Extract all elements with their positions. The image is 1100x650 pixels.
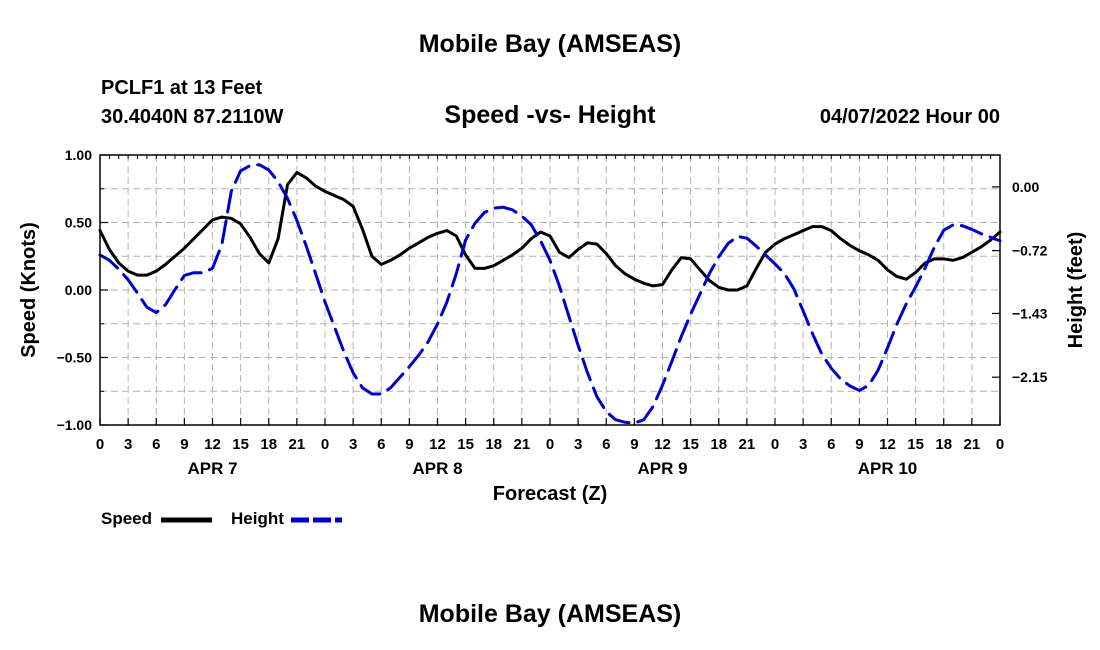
x-tick-label: 15 (232, 436, 249, 453)
chart-subtitle: Speed -vs- Height (444, 101, 656, 129)
y2-tick-label: 0.00 (1012, 179, 1039, 195)
x-date-label: APR 10 (858, 459, 918, 478)
x-tick-label: 0 (771, 436, 779, 453)
x-tick-label: 9 (855, 436, 863, 453)
x-tick-label: 6 (827, 436, 835, 453)
legend-height-label: Height (231, 509, 284, 528)
x-tick-label: 21 (289, 436, 306, 453)
series-line-speed (98, 171, 1002, 292)
x-tick-label: 12 (879, 436, 896, 453)
x-tick-label: 9 (405, 436, 413, 453)
x-tick-label: 0 (546, 436, 554, 453)
forecast-datetime: 04/07/2022 Hour 00 (819, 106, 1000, 128)
x-tick-label: 15 (907, 436, 924, 453)
x-date-label: APR 9 (637, 459, 687, 478)
y-tick-label: −0.50 (57, 350, 93, 366)
x-tick-label: 3 (799, 436, 807, 453)
chart-title: Mobile Bay (AMSEAS) (418, 30, 682, 58)
y2-tick-label: −2.15 (1012, 369, 1048, 385)
x-tick-label: 12 (654, 436, 671, 453)
x-date-label: APR 8 (412, 459, 462, 478)
x-tick-label: 12 (429, 436, 446, 453)
x-tick-label: 6 (377, 436, 385, 453)
series-layer (98, 163, 1002, 425)
y2-tick-label: −0.72 (1012, 243, 1048, 259)
y-tick-label: −1.00 (57, 417, 93, 433)
legend-speed-label: Speed (101, 509, 153, 528)
x-tick-label: 18 (710, 436, 727, 453)
x-tick-label: 18 (935, 436, 952, 453)
x-tick-label: 21 (739, 436, 756, 453)
x-tick-label: 0 (321, 436, 329, 453)
x-tick-label: 9 (630, 436, 638, 453)
y-tick-label: 1.00 (65, 147, 92, 163)
station-label: PCLF1 at 13 Feet (101, 77, 263, 99)
x-tick-label: 12 (204, 436, 221, 453)
y-tick-label: 0.00 (65, 282, 92, 298)
axis-labels: 0 3 6 9 12 15 18 21 0 3 6 9 12 15 18 21 0 3 6 9 12 15 18 21 0 3 6 9… (18, 147, 1087, 505)
x-date-label: APR 7 (187, 459, 237, 478)
x-tick-label: 21 (964, 436, 981, 453)
x-tick-label: 18 (260, 436, 277, 453)
y-axis-title: Speed (Knots) (18, 222, 40, 358)
x-tick-label: 21 (514, 436, 531, 453)
footer-title: Mobile Bay (AMSEAS) (418, 600, 682, 628)
x-tick-label: 0 (996, 436, 1004, 453)
grid (100, 155, 1000, 425)
station-coordinates: 30.4040N 87.2110W (101, 106, 284, 128)
x-tick-label: 6 (602, 436, 610, 453)
x-tick-label: 15 (682, 436, 699, 453)
y2-tick-label: −1.43 (1012, 305, 1048, 321)
x-tick-label: 0 (96, 436, 104, 453)
x-tick-label: 6 (152, 436, 160, 453)
x-tick-label: 18 (485, 436, 502, 453)
y2-axis-title: Height (feet) (1065, 232, 1087, 349)
series-line-height (98, 163, 1002, 425)
x-tick-label: 3 (574, 436, 582, 453)
x-tick-label: 15 (457, 436, 474, 453)
y-tick-label: 0.50 (65, 215, 92, 231)
x-axis-title: Forecast (Z) (493, 483, 607, 505)
x-tick-label: 3 (124, 436, 132, 453)
x-tick-label: 9 (180, 436, 188, 453)
x-tick-label: 3 (349, 436, 357, 453)
axis-ticks (99, 154, 1001, 426)
